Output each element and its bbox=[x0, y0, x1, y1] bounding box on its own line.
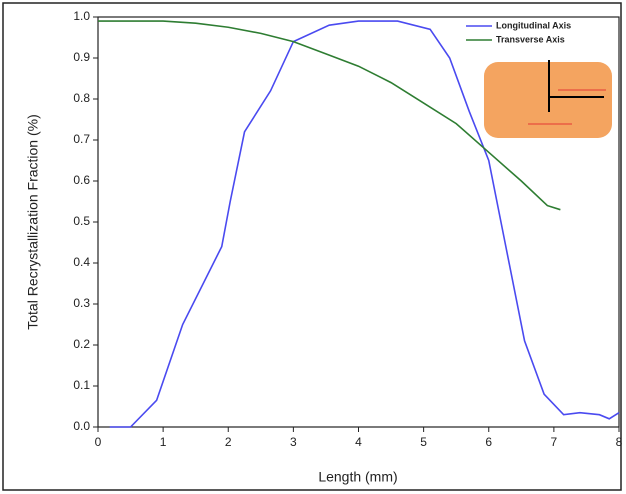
y-tick-label: 0.8 bbox=[73, 91, 90, 105]
series-line bbox=[98, 20, 561, 211]
y-tick-label: 0.4 bbox=[73, 255, 90, 269]
y-tick-label: 0.6 bbox=[73, 173, 90, 187]
inset bbox=[484, 60, 612, 138]
x-axis-title: Length (mm) bbox=[318, 469, 397, 485]
y-tick-label: 0.2 bbox=[73, 337, 90, 351]
y-tick-label: 0.7 bbox=[73, 132, 90, 146]
y-tick-label: 0.3 bbox=[73, 296, 90, 310]
x-tick-label: 7 bbox=[551, 435, 558, 449]
x-tick-label: 3 bbox=[290, 435, 297, 449]
y-tick-label: 0.9 bbox=[73, 50, 90, 64]
x-tick-label: 4 bbox=[355, 435, 362, 449]
x-tick-label: 5 bbox=[420, 435, 427, 449]
y-axis-title: Total Recrystallization Fraction (%) bbox=[25, 114, 41, 330]
x-tick-label: 2 bbox=[225, 435, 232, 449]
x-tick-label: 1 bbox=[160, 435, 167, 449]
y-tick-label: 0.1 bbox=[73, 378, 90, 392]
y-tick-label: 0.5 bbox=[73, 214, 90, 228]
x-tick-label: 8 bbox=[616, 435, 623, 449]
x-tick-label: 6 bbox=[485, 435, 492, 449]
series-line bbox=[109, 20, 620, 428]
y-tick-label: 0.0 bbox=[73, 419, 90, 433]
legend-label: Transverse Axis bbox=[496, 34, 565, 44]
legend-label: Longitudinal Axis bbox=[496, 20, 571, 30]
x-tick-label: 0 bbox=[95, 435, 102, 449]
y-tick-label: 1.0 bbox=[73, 9, 90, 23]
